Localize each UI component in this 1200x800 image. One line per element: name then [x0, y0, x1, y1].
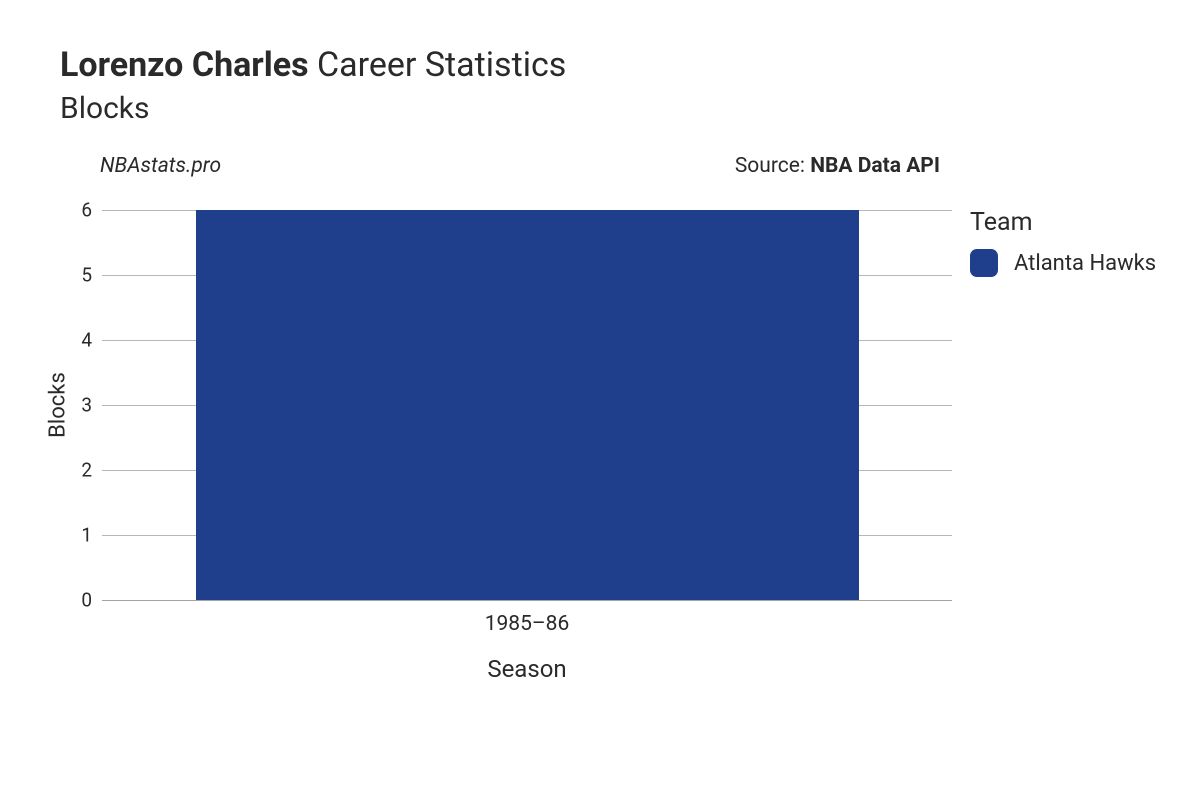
- legend: Team Atlanta Hawks: [970, 208, 1156, 277]
- source-label: Source: NBA Data API: [735, 154, 940, 178]
- source-name: NBA Data API: [810, 154, 940, 178]
- y-tick-label: 6: [81, 199, 92, 222]
- y-tick-label: 5: [81, 264, 92, 287]
- y-axis-label: Blocks: [45, 372, 70, 438]
- y-tick-label: 4: [81, 329, 92, 352]
- brand-label: NBAstats.pro: [100, 154, 221, 178]
- legend-title: Team: [970, 208, 1156, 237]
- plot-area: Season 01234561985–86: [102, 210, 952, 600]
- player-name: Lorenzo Charles: [60, 45, 309, 85]
- y-tick-label: 3: [81, 394, 92, 417]
- y-tick-label: 1: [81, 524, 92, 547]
- chart-wrap: Blocks Season 01234561985–86: [60, 210, 952, 600]
- legend-swatch: [970, 249, 998, 277]
- x-tick-label: 1985–86: [485, 612, 570, 636]
- y-tick-label: 2: [81, 459, 92, 482]
- legend-item-label: Atlanta Hawks: [1014, 251, 1156, 276]
- gridline: [102, 600, 952, 601]
- y-tick-label: 0: [81, 589, 92, 612]
- bar: [196, 210, 859, 600]
- chart-container: Lorenzo Charles Career Statistics Blocks…: [0, 0, 1200, 800]
- legend-item: Atlanta Hawks: [970, 249, 1156, 277]
- chart-subtitle: Blocks: [60, 91, 1160, 126]
- title-suffix: Career Statistics: [317, 45, 566, 85]
- source-prefix: Source:: [735, 154, 810, 178]
- chart-title-main: Lorenzo Charles Career Statistics: [60, 45, 1160, 85]
- meta-row: NBAstats.pro Source: NBA Data API: [100, 154, 940, 178]
- x-axis-label: Season: [487, 655, 566, 683]
- legend-items: Atlanta Hawks: [970, 249, 1156, 277]
